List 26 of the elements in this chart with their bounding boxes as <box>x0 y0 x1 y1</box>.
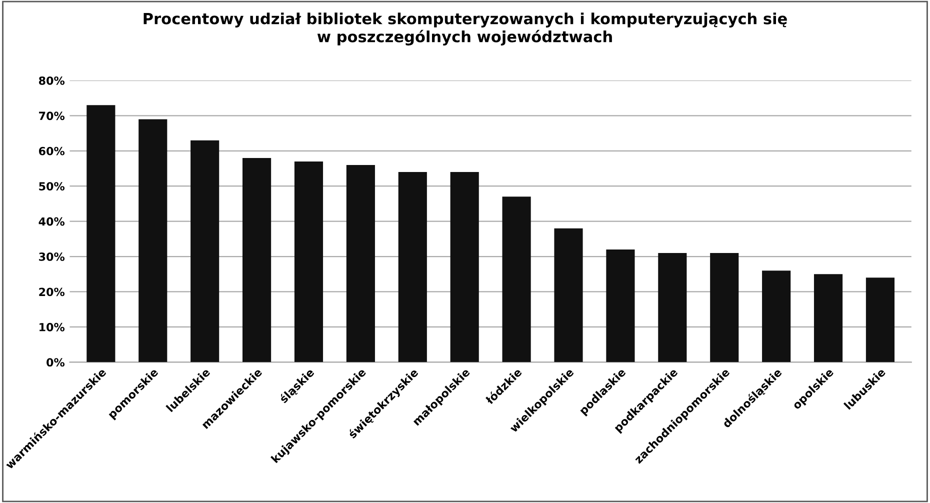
y-tick-label: 10% <box>40 322 65 332</box>
bar <box>138 119 168 362</box>
bar <box>242 158 272 362</box>
y-tick-label: 20% <box>39 288 65 296</box>
bar <box>294 161 324 362</box>
bar <box>710 253 739 362</box>
bar <box>814 274 843 362</box>
bar <box>502 196 531 362</box>
y-tick-label: 30% <box>39 252 65 261</box>
bar <box>346 164 375 362</box>
bar <box>398 172 427 362</box>
y-tick-label: 0% <box>46 358 65 367</box>
y-tick-label: 70% <box>39 112 65 120</box>
y-tick-label: 60% <box>38 146 65 156</box>
bar <box>554 228 583 362</box>
bar <box>606 249 635 362</box>
bar <box>190 140 220 362</box>
y-tick-label: 80% <box>38 76 65 85</box>
y-tick-label: 40% <box>38 217 65 226</box>
bar <box>86 105 116 362</box>
y-tick-label: 50% <box>39 182 65 190</box>
bar <box>866 278 895 362</box>
bar <box>762 270 791 362</box>
chart-title: Procentowy udział bibliotek skomputeryzowanych i komputeryzujących się w poszczególnych województwach <box>144 12 787 46</box>
bar <box>658 253 687 362</box>
bar <box>450 172 479 362</box>
